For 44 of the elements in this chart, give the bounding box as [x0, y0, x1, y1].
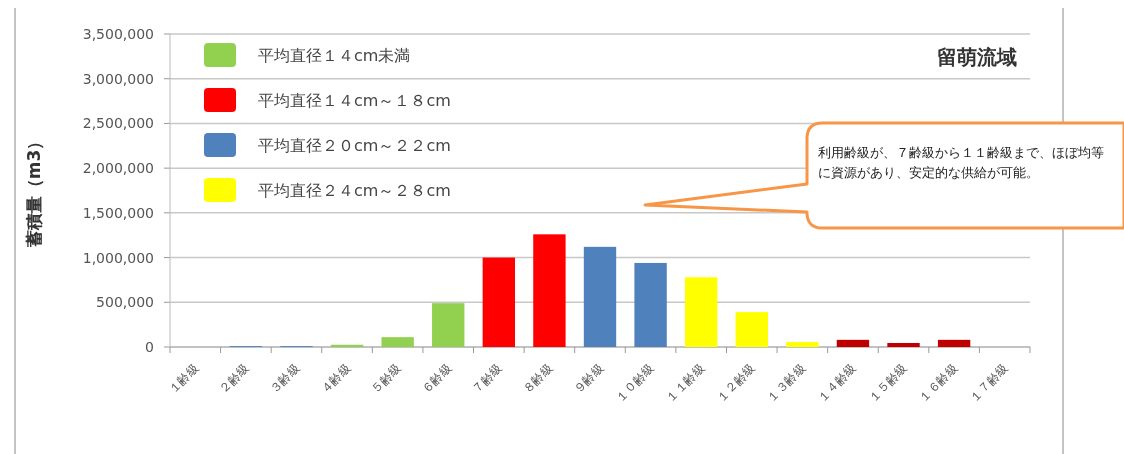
- y-tick-label: 2,000,000: [82, 160, 154, 177]
- legend-label: 平均直径２４cm～２８cm: [258, 181, 451, 200]
- y-tick-label: 3,500,000: [82, 26, 154, 42]
- x-tick-label: ９齢級: [570, 361, 607, 397]
- y-axis-title: 蓄積量（m3）: [24, 132, 44, 249]
- bar: [482, 257, 516, 347]
- legend-label: 平均直径２０cm～２２cm: [258, 136, 451, 155]
- x-tick-label: １５齢級: [865, 361, 910, 406]
- annotation: 利用齢級が、７齢級から１１齢級まで、ほぼ均等に資源があり、安定的な供給が可能。: [818, 144, 1104, 182]
- y-tick-label: 0: [145, 339, 154, 355]
- legend-label: 平均直径１４cm～１８cm: [258, 91, 451, 110]
- y-tick-label: 500,000: [96, 294, 154, 311]
- x-tick-label: １７齢級: [966, 361, 1011, 406]
- bar: [887, 342, 920, 347]
- y-tick-label: 1,500,000: [82, 204, 154, 221]
- bar: [684, 277, 718, 347]
- bar: [786, 342, 819, 347]
- bar: [735, 312, 768, 347]
- y-tick-label: 1,000,000: [82, 249, 154, 266]
- x-tick-label: ８齢級: [520, 361, 556, 397]
- bar: [432, 303, 465, 347]
- bar: [634, 262, 667, 347]
- bar: [533, 234, 566, 347]
- x-tick-label: １齢級: [166, 361, 202, 397]
- legend-label: 平均直径１４cm未満: [258, 46, 411, 65]
- x-tick-label: １１齢級: [663, 361, 708, 406]
- x-tick-label: １０齢級: [612, 361, 657, 406]
- bar: [937, 339, 971, 347]
- x-tick-label: １４齢級: [815, 361, 860, 406]
- x-tick-label: ７齢級: [469, 361, 505, 397]
- x-tick-label: １６齢級: [916, 361, 961, 406]
- bar: [836, 339, 870, 347]
- text: 留萌流域: [937, 45, 1017, 69]
- y-tick-label: 2,500,000: [82, 115, 154, 132]
- bar: [381, 337, 414, 347]
- x-tick-label: ３齢級: [267, 361, 303, 397]
- x-tick-label: ５齢級: [368, 361, 404, 397]
- x-tick-label: ４齢級: [317, 361, 354, 397]
- x-tick-label: １３齢級: [764, 361, 809, 406]
- x-tick-label: １２齢級: [714, 361, 758, 406]
- x-tick-label: ６齢級: [419, 361, 455, 397]
- bar: [583, 246, 617, 347]
- y-tick-label: 3,000,000: [82, 70, 154, 87]
- x-tick-label: ２齢級: [216, 361, 252, 397]
